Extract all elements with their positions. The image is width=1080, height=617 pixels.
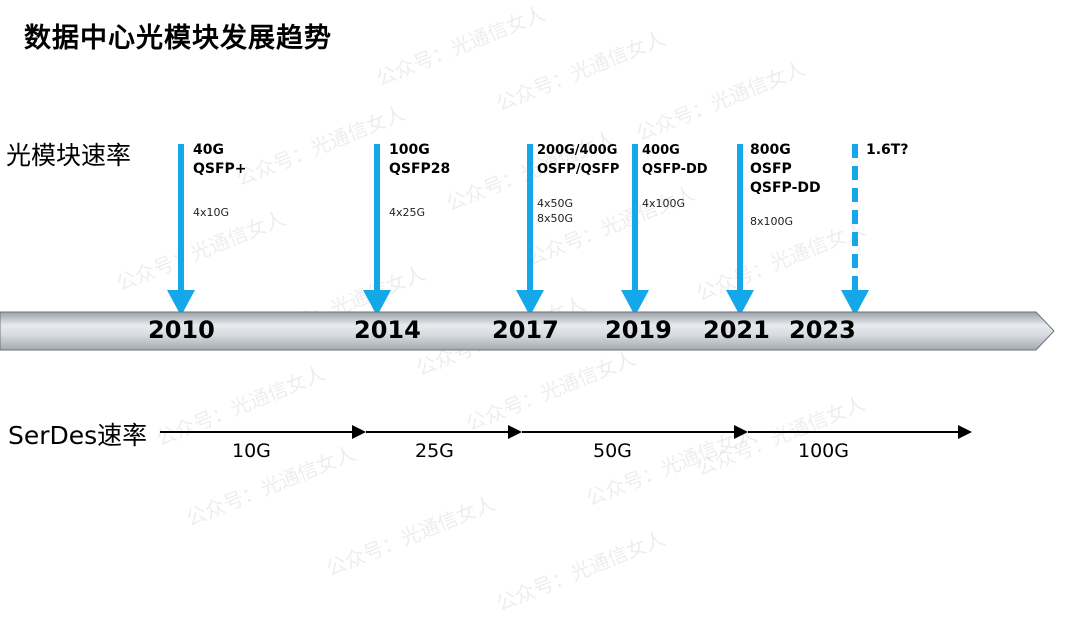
lane-config: 4x25G — [389, 206, 426, 219]
arrow-shaft — [178, 144, 184, 294]
serdes-segment — [748, 431, 966, 433]
year-label: 2017 — [492, 316, 559, 344]
year-label: 2019 — [605, 316, 672, 344]
watermark: 公众号：光通信女人 — [152, 361, 329, 451]
lane-config: 4x10G — [193, 206, 230, 219]
arrow-shaft — [737, 144, 743, 294]
serdes-rate: 25G — [415, 440, 454, 462]
module-form-factor: OSFP — [750, 161, 792, 177]
module-speed: 200G/400G — [537, 143, 618, 158]
watermark: 公众号：光通信女人 — [692, 391, 869, 481]
watermark: 公众号：光通信女人 — [462, 346, 639, 436]
serdes-rate: 10G — [232, 440, 271, 462]
lane-config: 4x100G — [642, 197, 686, 210]
module-form-factor: QSFP+ — [193, 161, 247, 177]
module-speed: 400G — [642, 143, 680, 158]
year-label: 2010 — [148, 316, 215, 344]
timeline-bar — [0, 311, 1055, 351]
module-form-factor: QSFP-DD — [642, 162, 708, 177]
year-label: 2021 — [703, 316, 770, 344]
page-title: 数据中心光模块发展趋势 — [24, 23, 332, 54]
module-speed: 40G — [193, 142, 224, 158]
module-form-factor: OSFP/QSFP — [537, 162, 620, 177]
module-rate-label: 光模块速率 — [6, 141, 132, 170]
arrow-right-icon — [734, 425, 748, 439]
watermark: 公众号：光通信女人 — [232, 101, 409, 191]
arrow-shaft — [374, 144, 380, 294]
watermark: 公众号：光通信女人 — [492, 526, 669, 616]
watermark: 公众号：光通信女人 — [372, 1, 549, 91]
module-speed: 100G — [389, 142, 430, 158]
serdes-rate: 50G — [593, 440, 632, 462]
serdes-segment — [160, 431, 360, 433]
serdes-rate-label: SerDes速率 — [8, 421, 148, 450]
arrow-right-icon — [958, 425, 972, 439]
arrow-right-icon — [508, 425, 522, 439]
year-label: 2014 — [354, 316, 421, 344]
year-label: 2023 — [789, 316, 856, 344]
watermark: 公众号：光通信女人 — [492, 26, 669, 116]
lane-config: 8x50G — [537, 212, 574, 225]
module-form-factor: QSFP-DD — [750, 180, 821, 196]
module-speed: 1.6T? — [866, 142, 909, 158]
serdes-rate: 100G — [798, 440, 849, 462]
module-form-factor: QSFP28 — [389, 161, 451, 177]
dashed-arrow-shaft — [852, 144, 858, 294]
watermark: 公众号：光通信女人 — [322, 491, 499, 581]
module-speed: 800G — [750, 142, 791, 158]
lane-config: 8x100G — [750, 215, 794, 228]
arrow-shaft — [527, 144, 533, 294]
serdes-segment — [522, 431, 740, 433]
arrow-shaft — [632, 144, 638, 294]
lane-config: 4x50G — [537, 197, 574, 210]
watermark: 公众号：光通信女人 — [632, 56, 809, 146]
arrow-right-icon — [352, 425, 366, 439]
serdes-segment — [366, 431, 516, 433]
